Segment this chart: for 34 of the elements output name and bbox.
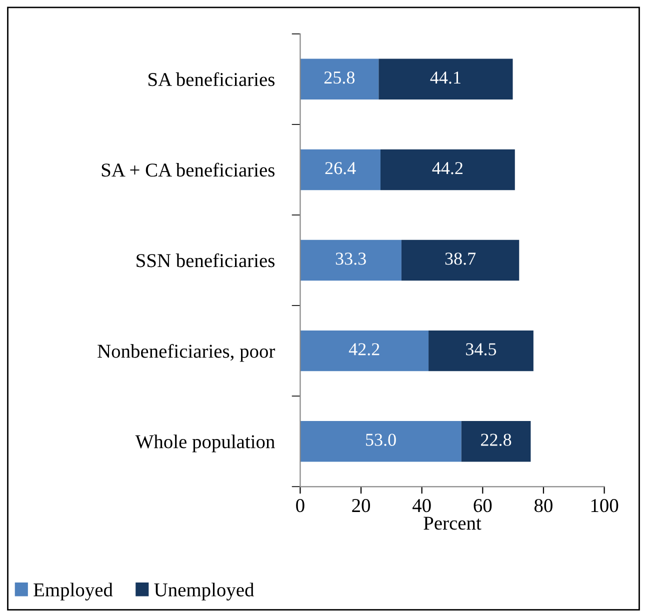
bar — [300, 330, 429, 372]
data-label: 44.2 — [432, 162, 462, 174]
bar — [461, 420, 531, 462]
y-tick-label: SA beneficiaries — [148, 72, 274, 86]
y-tick-label: Whole population — [135, 434, 275, 452]
y-tick-label: Nonbeneficiaries, poor — [98, 344, 276, 362]
x-tick-label: 100 — [591, 499, 618, 512]
legend-label: Unemployed — [154, 582, 254, 600]
data-label: 34.5 — [466, 343, 496, 356]
x-axis-title: Percent — [424, 516, 482, 530]
bar — [428, 330, 534, 372]
bar — [378, 58, 513, 100]
bar — [300, 420, 462, 462]
bar — [380, 149, 515, 190]
x-tick-label: 80 — [534, 499, 552, 512]
x-tick-label: 40 — [412, 499, 431, 512]
x-tick-label: 20 — [352, 499, 370, 512]
x-tick-label: 0 — [296, 499, 304, 512]
legend-label: Employed — [34, 582, 113, 600]
y-tick-label: SSN beneficiaries — [136, 253, 274, 268]
data-label: 44.1 — [430, 72, 460, 84]
data-label: 25.8 — [324, 71, 355, 84]
data-label: 53.0 — [366, 434, 396, 446]
data-label: 22.8 — [481, 434, 512, 446]
bar — [401, 240, 520, 281]
data-label: 26.4 — [325, 162, 356, 174]
data-label: 42.2 — [348, 343, 380, 356]
x-tick-label: 60 — [474, 499, 492, 512]
bar — [300, 149, 380, 190]
data-label: 38.7 — [445, 252, 476, 265]
bar — [300, 58, 379, 100]
data-label: 33.3 — [336, 252, 366, 265]
bar — [300, 240, 402, 281]
y-tick-label: SA + CA beneficiaries — [102, 162, 274, 177]
